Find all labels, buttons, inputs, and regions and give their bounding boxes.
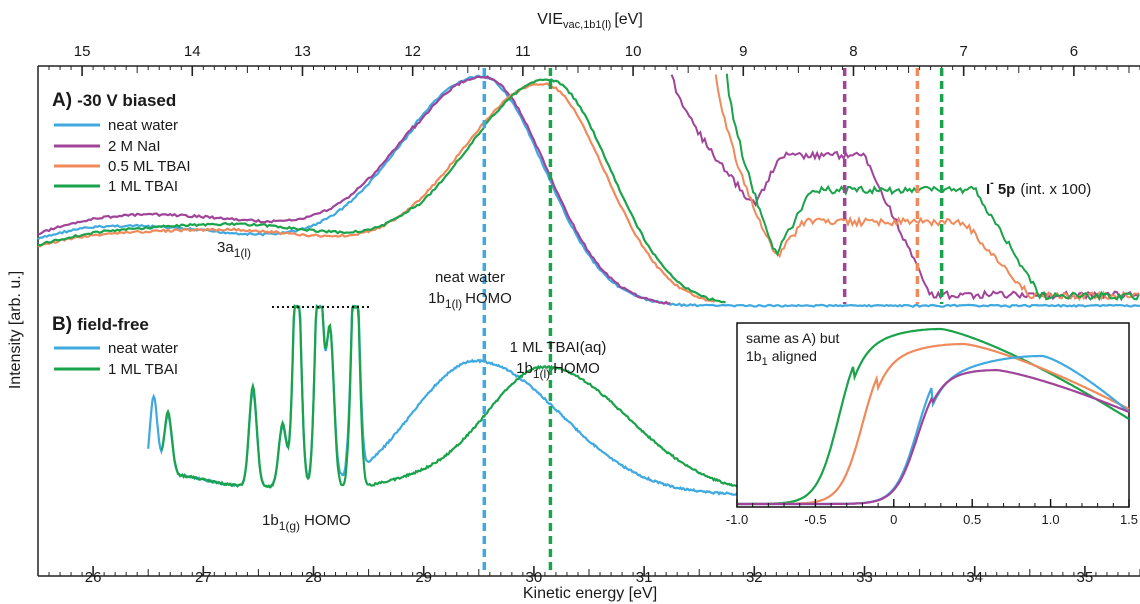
bottom-tick-label: 29	[415, 569, 432, 586]
label-neat-homo-line1: neat water	[435, 269, 505, 286]
minor-ticks	[37, 66, 1140, 576]
bottom-tick-label: 28	[305, 569, 322, 586]
top-tick-label: 9	[739, 43, 747, 60]
bottom-tick-label: 34	[966, 569, 983, 586]
legend-label: 0.5 ML TBAI	[108, 158, 191, 175]
label-neat-homo-line2: 1b1(l) HOMO	[428, 290, 512, 311]
inset-text-line1: same as A) but	[746, 330, 839, 346]
y-axis-title: Intensity [arb. u.]	[7, 271, 24, 389]
curve-a-nai	[37, 75, 671, 306]
top-tick-label: 13	[294, 43, 311, 60]
inset-tick-label: 0.5	[963, 512, 981, 527]
panel-b-legend: neat water 1 ML TBAI	[54, 340, 178, 378]
bottom-axis-title: Kinetic energy [eV]	[523, 585, 657, 602]
label-tbai-homo-line1: 1 ML TBAI(aq)	[510, 339, 607, 356]
curve-a-tbai-1	[37, 78, 726, 304]
top-tick-label: 7	[960, 43, 968, 60]
top-tick-label: 12	[404, 43, 421, 60]
inset-panel: -1.0 -0.5 0 0.5 1.0 1.5 same as A) but 1b1 ali…	[726, 322, 1138, 527]
inset-tick-label: 0	[890, 512, 897, 527]
bottom-tick-label: 31	[636, 569, 653, 586]
legend-label: 2 M NaI	[108, 138, 161, 155]
top-tick-label: 10	[625, 43, 642, 60]
bottom-tick-labels: 26 27 28 29 30 31 32 33 34 35	[85, 569, 1093, 586]
label-iodide-5p: I- 5p (int. x 100)	[986, 177, 1091, 198]
label-3a1: 3a1(l)	[217, 239, 251, 260]
label-gas-homo: 1b1(g) HOMO	[262, 512, 351, 533]
bottom-tick-label: 27	[195, 569, 212, 586]
legend-label: neat water	[108, 340, 178, 357]
bottom-tick-label: 35	[1077, 569, 1094, 586]
inset-text-line2: 1b1 aligned	[746, 348, 817, 368]
panel-a-legend: neat water 2 M NaI 0.5 ML TBAI 1 ML TBAI	[54, 117, 191, 195]
inset-curve-tbai_1	[737, 327, 1130, 506]
bottom-tick-label: 26	[85, 569, 102, 586]
top-tick-labels: 15 14 13 12 11 10 9 8 7 6	[74, 43, 1078, 60]
inset-tick-label: -0.5	[804, 512, 826, 527]
vertical-markers	[482, 68, 944, 574]
panel-b-title: B) field-free	[52, 314, 149, 335]
panel-a-curves	[37, 73, 1140, 309]
top-tick-label: 6	[1070, 43, 1078, 60]
legend-label: 1 ML TBAI	[108, 178, 178, 195]
bottom-tick-label: 33	[856, 569, 873, 586]
inset-tick-label: 1.5	[1120, 512, 1138, 527]
inset-tick-label: 1.0	[1042, 512, 1060, 527]
inset-frame	[736, 322, 1130, 508]
top-tick-label: 8	[849, 43, 857, 60]
inset-tick-label: -1.0	[726, 512, 748, 527]
inset-curve-nai	[737, 368, 1130, 506]
bottom-tick-label: 30	[526, 569, 543, 586]
curve-a-neat-water	[37, 74, 1140, 309]
legend-label: 1 ML TBAI	[108, 361, 178, 378]
inset-ticks: -1.0 -0.5 0 0.5 1.0 1.5	[726, 499, 1138, 527]
label-tbai-homo-line2: 1b1(l) HOMO	[516, 360, 600, 381]
inset-curves	[737, 327, 1130, 506]
top-tick-label: 11	[515, 43, 531, 60]
top-axis-title: VIEvac,1b1(l) [eV]	[537, 11, 643, 31]
bottom-tick-label: 32	[746, 569, 763, 586]
panel-a-title: A) -30 V biased	[52, 90, 176, 111]
legend-label: neat water	[108, 117, 178, 134]
major-ticks	[81, 66, 1086, 576]
curve-a-tbai-05	[37, 82, 715, 303]
top-tick-label: 15	[74, 43, 91, 60]
curve-i5p-tbai-1	[725, 73, 1140, 302]
top-tick-label: 14	[184, 43, 201, 60]
